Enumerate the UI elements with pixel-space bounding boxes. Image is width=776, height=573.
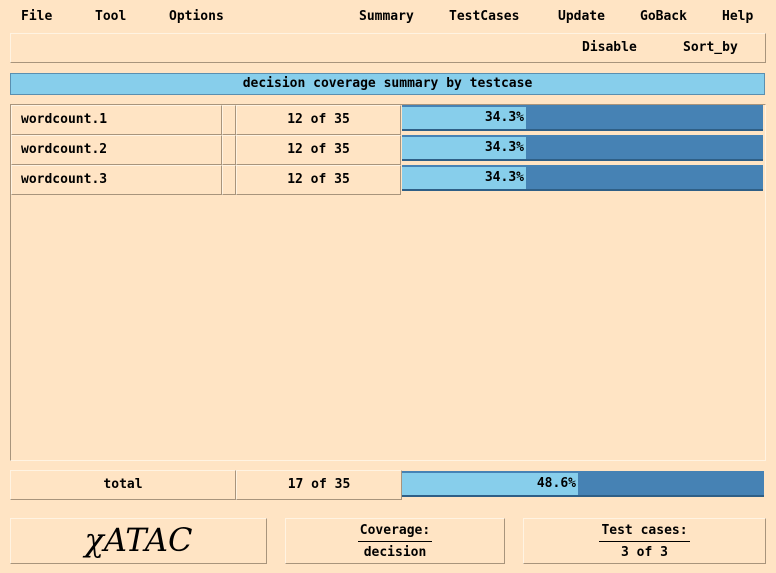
coverage-count: 12 of 35 <box>236 165 401 195</box>
testcases-box[interactable]: Test cases: 3 of 3 <box>523 518 766 564</box>
table-row[interactable]: wordcount.2 12 of 35 34.3% <box>11 135 765 165</box>
testcase-list[interactable]: wordcount.1 12 of 35 34.3% wordcount.2 12 of… <box>10 104 766 461</box>
toolbar: Disable Sort_by <box>10 33 766 63</box>
summary-title: decision coverage summary by testcase <box>10 73 765 95</box>
menu-options[interactable]: Options <box>169 9 224 24</box>
testcase-name: wordcount.2 <box>11 135 222 165</box>
coverage-progress-fill: 34.3% <box>402 137 526 159</box>
testcases-value: 3 of 3 <box>621 545 668 560</box>
coverage-progress-bar: 34.3% <box>402 105 763 131</box>
xatac-logo: χATAC <box>10 518 267 564</box>
testcase-name: wordcount.1 <box>11 105 222 135</box>
menu-file[interactable]: File <box>21 9 53 24</box>
testcase-name: wordcount.3 <box>11 165 222 195</box>
total-progress-fill: 48.6% <box>402 473 578 495</box>
row-separator <box>222 105 236 135</box>
coverage-progress-fill: 34.3% <box>402 107 526 129</box>
row-separator <box>222 135 236 165</box>
coverage-box[interactable]: Coverage: decision <box>285 518 505 564</box>
table-row[interactable]: wordcount.3 12 of 35 34.3% <box>11 165 765 195</box>
sort-by-button[interactable]: Sort_by <box>683 40 738 55</box>
menu-update[interactable]: Update <box>558 9 605 24</box>
menu-testcases[interactable]: TestCases <box>449 9 520 24</box>
coverage-value: decision <box>363 545 427 560</box>
menu-tool[interactable]: Tool <box>95 9 127 24</box>
coverage-progress-bar: 34.3% <box>402 135 763 161</box>
coverage-progress-fill: 34.3% <box>402 167 526 189</box>
coverage-progress-bar: 34.3% <box>402 165 763 191</box>
total-count: 17 of 35 <box>236 470 402 500</box>
total-progress-bar: 48.6% <box>402 471 764 497</box>
menu-summary[interactable]: Summary <box>359 9 414 24</box>
menu-goback[interactable]: GoBack <box>640 9 687 24</box>
menu-help[interactable]: Help <box>722 9 754 24</box>
row-separator <box>222 165 236 195</box>
disable-button[interactable]: Disable <box>582 40 637 55</box>
total-label: total <box>10 470 236 500</box>
coverage-count: 12 of 35 <box>236 105 401 135</box>
coverage-count: 12 of 35 <box>236 135 401 165</box>
table-row[interactable]: wordcount.1 12 of 35 34.3% <box>11 105 765 135</box>
coverage-label: Coverage: <box>357 523 433 542</box>
testcases-label: Test cases: <box>599 523 690 542</box>
